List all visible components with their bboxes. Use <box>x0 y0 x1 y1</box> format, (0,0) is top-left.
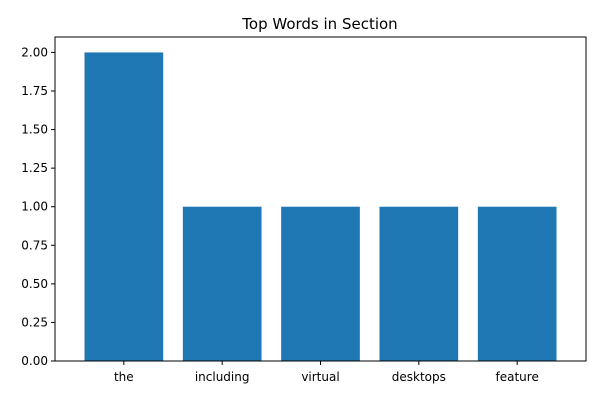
x-tick-label: the <box>114 370 134 384</box>
bars-layer <box>84 52 557 362</box>
y-tick-label: 1.75 <box>21 84 48 98</box>
chart-title: Top Words in Section <box>241 15 397 33</box>
x-tick-label: feature <box>496 370 539 384</box>
y-tick-label: 0.75 <box>21 238 48 252</box>
y-tick-label: 0.25 <box>21 315 48 329</box>
y-tick-label: 2.00 <box>21 45 48 59</box>
bar-including <box>182 206 262 361</box>
y-tick-label: 1.25 <box>21 161 48 175</box>
x-tick-label: desktops <box>392 370 446 384</box>
bar-the <box>84 52 164 362</box>
y-tick-label: 1.00 <box>21 200 48 214</box>
x-axis: the including virtual desktops feature <box>114 361 539 384</box>
y-tick-label: 0.50 <box>21 277 48 291</box>
bar-virtual <box>281 206 360 361</box>
x-tick-label: including <box>195 370 250 384</box>
y-tick-label: 1.50 <box>21 123 48 137</box>
bar-feature <box>477 206 557 361</box>
y-tick-label: 0.00 <box>21 354 48 368</box>
y-axis: 0.00 0.25 0.50 0.75 1.00 1.25 1.50 1.75 2.00 <box>21 45 55 368</box>
bar-desktops <box>379 206 459 361</box>
x-tick-label: virtual <box>301 370 339 384</box>
